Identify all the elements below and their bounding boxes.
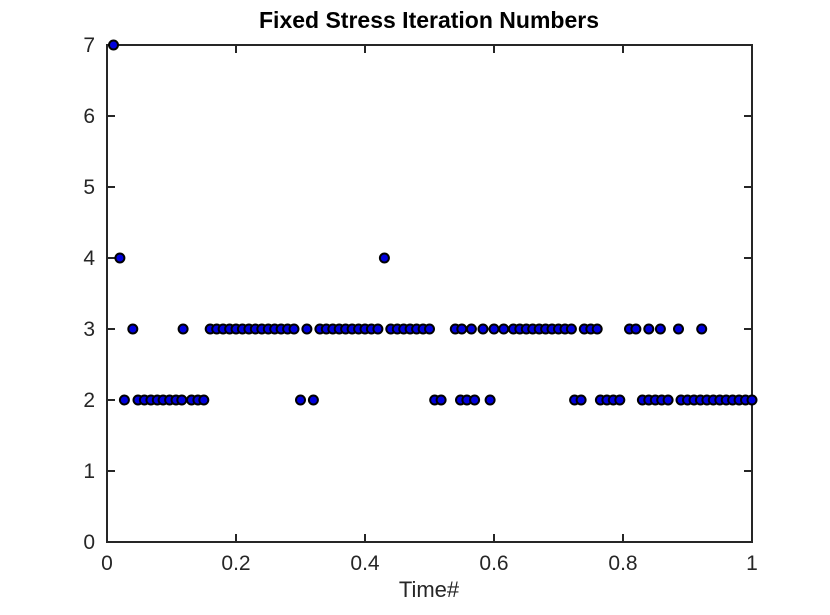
x-tick-label: 0 [101,552,113,575]
data-point [469,394,481,406]
data-point [484,394,496,406]
data-point [127,323,139,335]
data-point [114,252,126,264]
y-tick-label: 5 [83,176,95,199]
y-tick-label: 3 [83,318,95,341]
tick-labels: 0 0.2 0.4 0.6 0.8 1 0 1 2 3 4 5 6 7 [83,34,758,575]
data-point [614,394,626,406]
data-point [654,323,666,335]
y-tick-label: 0 [83,531,95,554]
x-tick-label: 1 [746,552,758,575]
y-tick-label: 1 [83,460,95,483]
data-point [662,394,674,406]
data-point [575,394,587,406]
data-point [288,323,300,335]
data-point [307,394,319,406]
data-point [630,323,642,335]
plot-border [106,44,753,543]
data-point [435,394,447,406]
data-point [301,323,313,335]
chart-title: Fixed Stress Iteration Numbers [259,7,599,33]
tick-marks [106,44,753,543]
data-point [643,323,655,335]
data-point [198,394,210,406]
data-point [565,323,577,335]
data-point [696,323,708,335]
x-axis-label: Time# [399,577,460,602]
x-tick-label: 0.8 [608,552,637,575]
data-point [465,323,477,335]
data-point [108,39,119,51]
y-tick-label: 6 [83,105,95,128]
data-point [673,323,684,335]
axes-box [106,44,753,543]
data-point [378,252,390,264]
data-point [591,323,603,335]
y-tick-label: 4 [83,247,95,270]
y-tick-label: 2 [83,389,95,412]
data-point [477,323,489,335]
x-tick-label: 0.4 [350,552,380,575]
data-points [108,39,758,406]
data-point [746,394,758,406]
data-point [456,323,468,335]
data-point [295,394,306,406]
data-point [498,323,510,335]
data-point [118,394,130,406]
data-point [488,323,500,335]
data-point [372,323,384,335]
data-point [424,323,435,335]
data-point [176,394,188,406]
data-point [177,323,189,335]
x-tick-label: 0.6 [479,552,508,575]
x-tick-label: 0.2 [221,552,250,575]
y-tick-label: 7 [83,34,95,57]
